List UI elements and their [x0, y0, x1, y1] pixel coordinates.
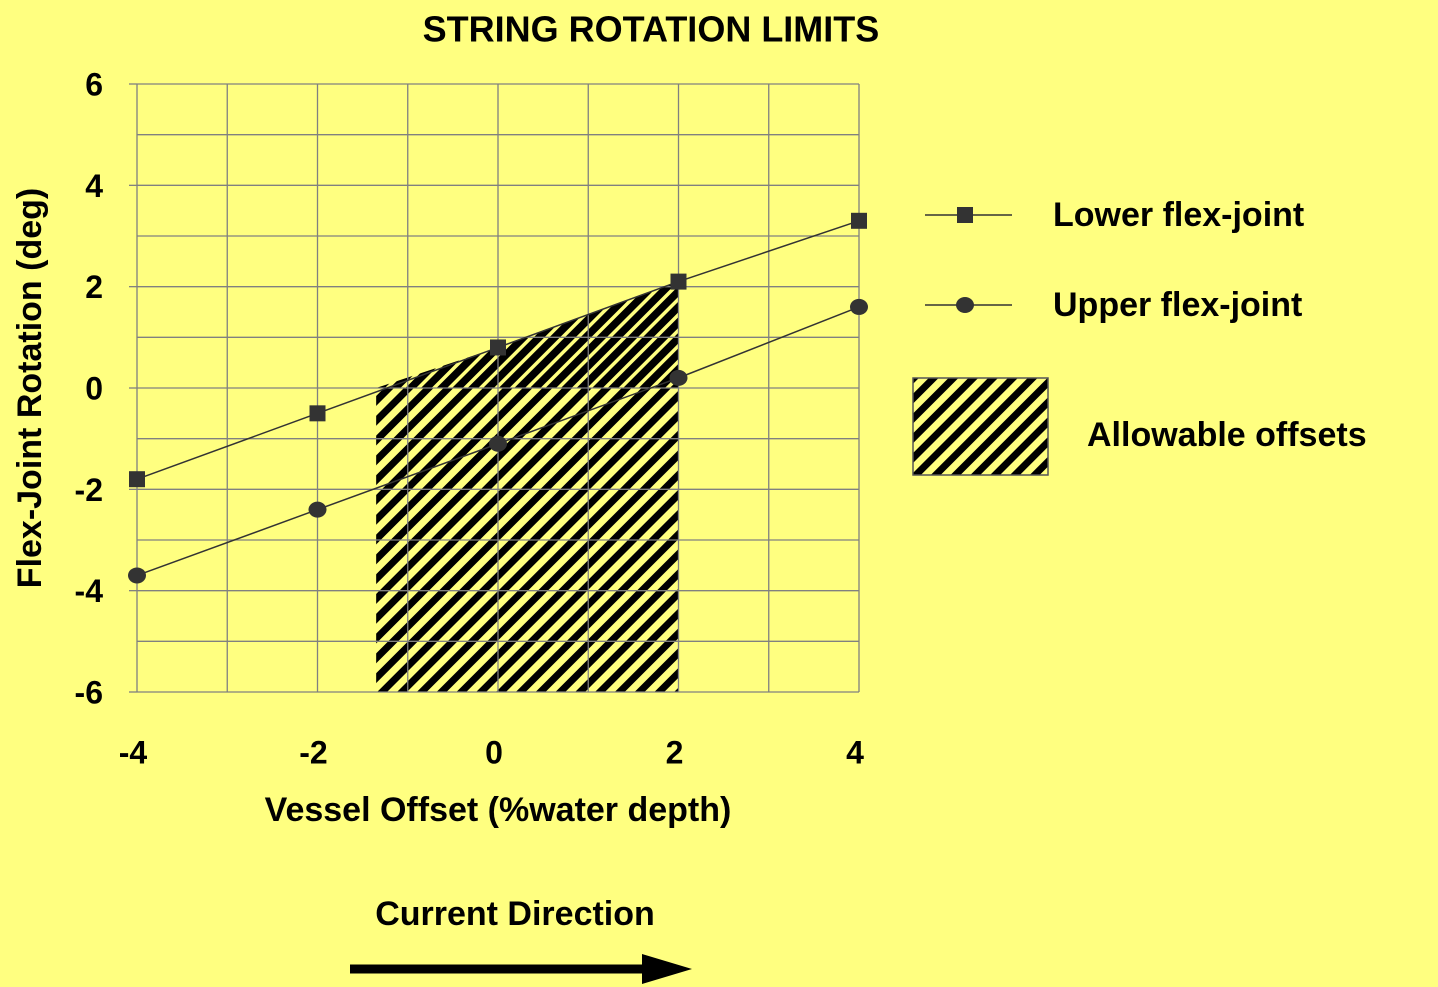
marker	[128, 567, 146, 584]
x-tick-label: 2	[666, 734, 684, 770]
x-tick-label: -4	[119, 734, 148, 770]
marker	[489, 435, 507, 452]
y-axis-label: Flex-Joint Rotation (deg)	[11, 188, 49, 588]
marker	[850, 298, 868, 315]
legend-label: Allowable offsets	[1087, 416, 1367, 454]
x-tick-label: -2	[299, 734, 327, 770]
legend-label: Upper flex-joint	[1053, 286, 1302, 324]
x-tick-label: 4	[846, 734, 864, 770]
marker	[670, 273, 687, 290]
x-axis-label: Vessel Offset (%water depth)	[265, 791, 732, 829]
x-tick-label: 0	[485, 734, 503, 770]
marker	[669, 369, 688, 386]
direction-arrow	[350, 954, 692, 984]
chart-title: STRING ROTATION LIMITS	[423, 9, 880, 50]
annotation: Current Direction	[375, 895, 655, 933]
marker	[490, 339, 506, 356]
marker	[308, 501, 327, 518]
y-tick-label: -2	[75, 472, 103, 508]
y-tick-label: 0	[85, 370, 103, 406]
allowable-region-upper	[376, 281, 679, 388]
y-tick-label: 2	[85, 269, 103, 305]
marker	[851, 212, 867, 229]
y-tick-label: -4	[75, 573, 104, 609]
marker	[309, 405, 326, 422]
legend-swatch	[912, 377, 1049, 476]
legend-marker	[957, 207, 973, 223]
y-tick-label: -6	[75, 674, 103, 710]
y-tick-label: 4	[85, 168, 103, 204]
legend-label: Lower flex-joint	[1053, 196, 1304, 234]
y-tick-label: 6	[85, 66, 103, 102]
legend-marker	[956, 297, 974, 313]
marker	[129, 471, 145, 488]
